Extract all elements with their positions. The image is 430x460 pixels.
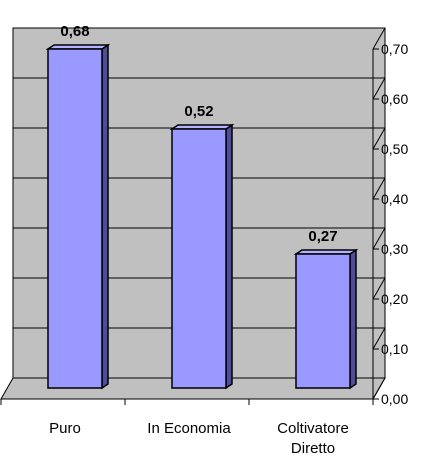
bar bbox=[47, 48, 103, 389]
bar-side bbox=[225, 123, 233, 390]
y-tick-label: 0,70 bbox=[381, 41, 408, 57]
gridline-depth bbox=[372, 127, 386, 150]
gridline-depth bbox=[372, 327, 386, 350]
x-category-label: In Economia bbox=[147, 420, 231, 437]
y-tick-label: 0,40 bbox=[381, 191, 408, 207]
x-category-label: Puro bbox=[49, 420, 81, 437]
data-label: 0,68 bbox=[60, 23, 89, 40]
bar bbox=[295, 253, 351, 389]
bar-side bbox=[101, 43, 109, 390]
data-label: 0,27 bbox=[308, 228, 337, 245]
y-tick-label: 0,30 bbox=[381, 241, 408, 257]
data-label: 0,52 bbox=[184, 103, 213, 120]
gridline-depth bbox=[372, 377, 386, 400]
gridline-depth bbox=[372, 27, 386, 50]
y-tick-label: 0,20 bbox=[381, 291, 408, 307]
gridline-depth bbox=[372, 277, 386, 300]
bar bbox=[171, 128, 227, 389]
x-category-label: Coltivatore bbox=[277, 420, 349, 437]
gridline-depth bbox=[372, 177, 386, 200]
x-category-label: Diretto bbox=[291, 440, 335, 457]
gridline-depth bbox=[372, 77, 386, 100]
y-tick-label: 0,60 bbox=[381, 91, 408, 107]
gridline-depth bbox=[372, 227, 386, 250]
y-tick-label: 0,50 bbox=[381, 141, 408, 157]
y-tick-label: 0,10 bbox=[381, 341, 408, 357]
y-tick-label: 0,00 bbox=[381, 391, 408, 407]
bar-side bbox=[349, 248, 357, 390]
